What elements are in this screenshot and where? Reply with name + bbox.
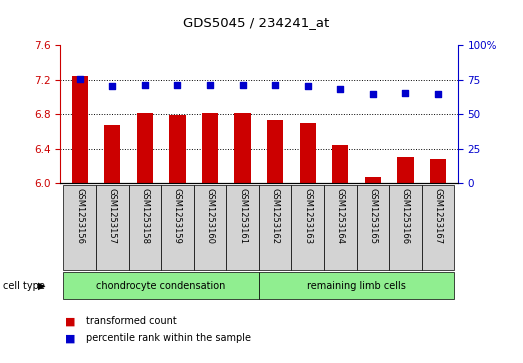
Bar bbox=[389, 185, 422, 270]
Point bbox=[401, 90, 410, 96]
Point bbox=[271, 82, 279, 88]
Bar bbox=[169, 115, 186, 183]
Bar bbox=[357, 185, 389, 270]
Bar bbox=[422, 185, 454, 270]
Bar bbox=[129, 185, 161, 270]
Point bbox=[336, 86, 345, 92]
Text: GSM1253167: GSM1253167 bbox=[434, 188, 442, 244]
Bar bbox=[397, 158, 414, 183]
Bar bbox=[104, 125, 120, 183]
Point bbox=[369, 91, 377, 97]
Bar bbox=[300, 123, 316, 183]
Text: GSM1253156: GSM1253156 bbox=[75, 188, 84, 244]
Text: GSM1253165: GSM1253165 bbox=[368, 188, 378, 244]
Bar bbox=[226, 185, 259, 270]
Point bbox=[206, 82, 214, 87]
Text: ■: ■ bbox=[65, 333, 76, 343]
Text: GSM1253157: GSM1253157 bbox=[108, 188, 117, 244]
Bar bbox=[137, 113, 153, 183]
Bar bbox=[259, 185, 291, 270]
Bar bbox=[72, 76, 88, 183]
Bar bbox=[234, 113, 251, 183]
Bar bbox=[365, 177, 381, 183]
Bar bbox=[194, 185, 226, 270]
Point bbox=[173, 82, 181, 88]
Text: GSM1253163: GSM1253163 bbox=[303, 188, 312, 244]
Point bbox=[141, 82, 149, 87]
Point bbox=[434, 91, 442, 97]
Bar bbox=[430, 159, 446, 183]
Bar bbox=[63, 272, 259, 299]
Bar bbox=[259, 272, 454, 299]
Point bbox=[75, 76, 84, 82]
Text: GSM1253158: GSM1253158 bbox=[140, 188, 150, 244]
Bar bbox=[267, 121, 283, 183]
Text: ▶: ▶ bbox=[38, 281, 45, 291]
Text: percentile rank within the sample: percentile rank within the sample bbox=[86, 333, 251, 343]
Bar bbox=[332, 145, 348, 183]
Bar bbox=[202, 113, 218, 183]
Text: GSM1253160: GSM1253160 bbox=[206, 188, 214, 244]
Bar bbox=[161, 185, 194, 270]
Text: ■: ■ bbox=[65, 316, 76, 326]
Point bbox=[303, 83, 312, 89]
Text: transformed count: transformed count bbox=[86, 316, 177, 326]
Bar bbox=[291, 185, 324, 270]
Text: GSM1253166: GSM1253166 bbox=[401, 188, 410, 244]
Text: GSM1253164: GSM1253164 bbox=[336, 188, 345, 244]
Text: GSM1253161: GSM1253161 bbox=[238, 188, 247, 244]
Text: chondrocyte condensation: chondrocyte condensation bbox=[96, 281, 226, 291]
Bar bbox=[324, 185, 357, 270]
Text: cell type: cell type bbox=[3, 281, 44, 291]
Bar bbox=[96, 185, 129, 270]
Bar bbox=[63, 185, 96, 270]
Point bbox=[238, 82, 247, 88]
Point bbox=[108, 83, 117, 89]
Text: remaining limb cells: remaining limb cells bbox=[307, 281, 406, 291]
Text: GSM1253159: GSM1253159 bbox=[173, 188, 182, 244]
Text: GSM1253162: GSM1253162 bbox=[271, 188, 280, 244]
Text: GDS5045 / 234241_at: GDS5045 / 234241_at bbox=[183, 16, 329, 29]
